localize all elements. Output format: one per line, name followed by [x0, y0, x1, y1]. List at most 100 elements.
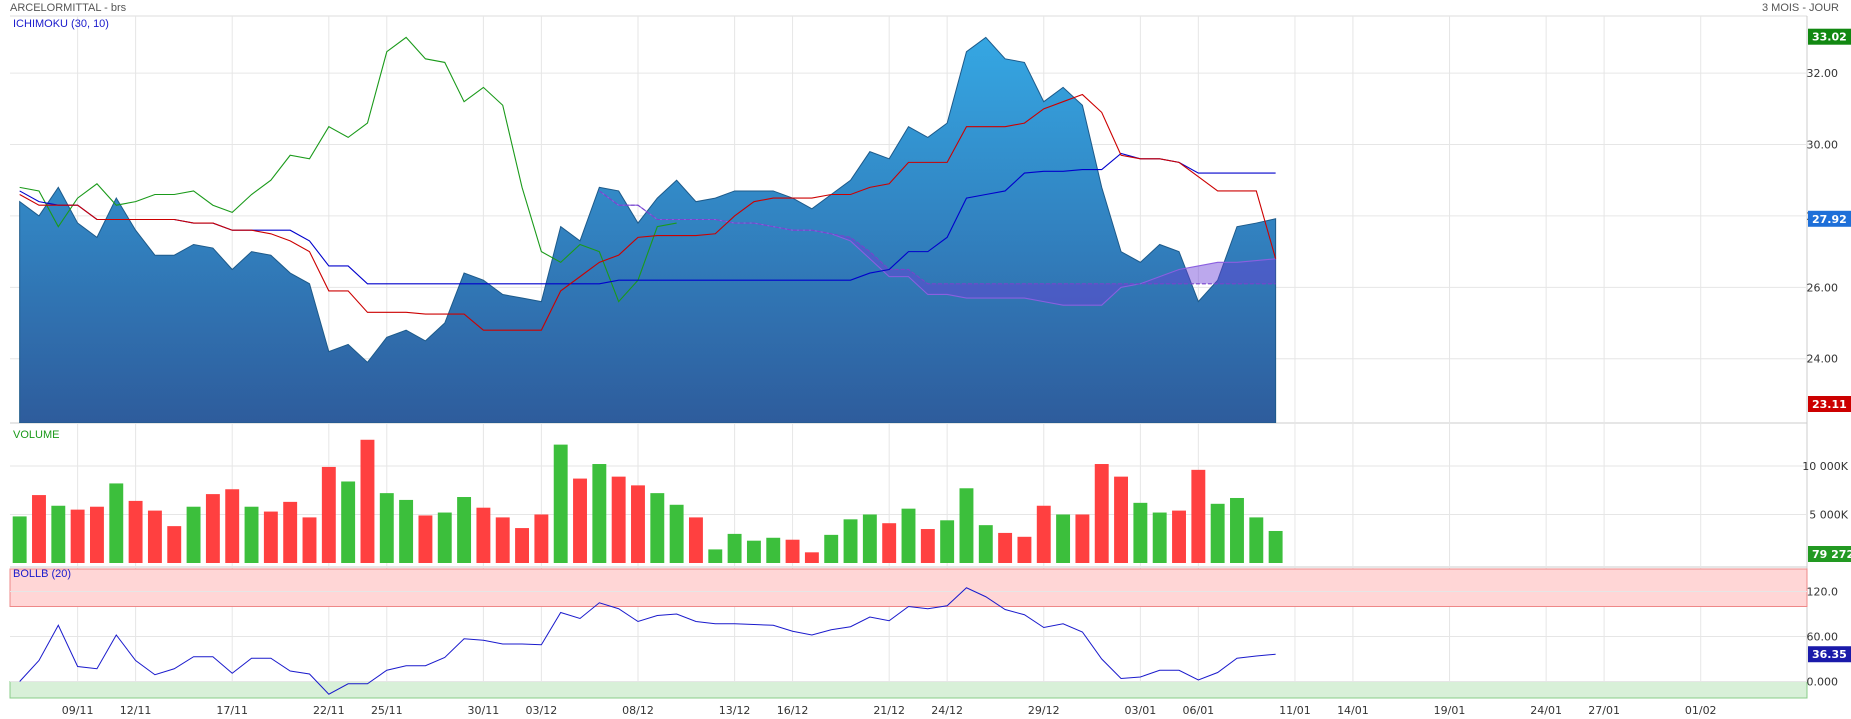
- volume-bar: [32, 495, 46, 563]
- x-tick-label: 06/01: [1182, 704, 1214, 717]
- tenkan-sen-line: [19, 93, 1277, 331]
- x-tick-label: 03/12: [526, 704, 558, 717]
- senkou-span-b-line: [599, 190, 1276, 285]
- volume-bar: [225, 489, 240, 563]
- boll-last-badge-text: 36.35: [1812, 648, 1847, 661]
- x-tick-label: 29/12: [1028, 704, 1060, 717]
- volume-bar: [553, 444, 568, 563]
- volume-bar: [920, 529, 935, 563]
- volume-bar: [1094, 464, 1109, 563]
- volume-bar: [128, 500, 143, 563]
- volume-bar: [746, 540, 761, 563]
- volume-last-badge-text: 79 272: [1812, 548, 1851, 561]
- volume-bar: [534, 514, 549, 563]
- volume-bar: [263, 511, 278, 563]
- price-y-tick: 30.00: [1807, 139, 1839, 152]
- volume-bar: [998, 532, 1013, 563]
- boll-y-tick: 0.000: [1807, 676, 1839, 689]
- volume-bar: [978, 525, 993, 563]
- volume-bar: [882, 523, 897, 563]
- boll-last-badge: 36.35: [1808, 646, 1851, 663]
- volume-bar: [476, 507, 491, 563]
- volume-bar: [785, 539, 800, 563]
- volume-bar: [592, 464, 607, 563]
- volume-bar: [1056, 514, 1071, 563]
- volume-bar: [843, 519, 858, 563]
- volume-bar: [1268, 530, 1283, 563]
- volume-bar: [302, 517, 317, 563]
- volume-bar: [1172, 510, 1186, 563]
- x-tick-label: 09/11: [62, 704, 94, 717]
- boll-overbought-zone: [9, 568, 1808, 607]
- price-low-badge-text: 23.11: [1812, 398, 1847, 411]
- volume-bar: [650, 493, 665, 563]
- volume-bar: [862, 514, 877, 563]
- x-tick-label: 24/12: [931, 704, 963, 717]
- volume-bar: [12, 516, 27, 563]
- boll-plot: [19, 587, 1276, 695]
- volume-bar: [1249, 517, 1264, 563]
- x-tick-label: 19/01: [1434, 704, 1466, 717]
- instrument-title: ARCELORMITTAL - brs: [10, 2, 127, 14]
- bollinger-percent-line: [19, 587, 1276, 695]
- volume-bar: [766, 537, 781, 563]
- volume-bar: [515, 528, 530, 563]
- volume-bar: [1114, 476, 1129, 563]
- x-tick-label: 01/02: [1685, 704, 1717, 717]
- volume-bar: [669, 504, 684, 563]
- x-tick-label: 12/11: [120, 704, 152, 717]
- volume-bar: [1017, 536, 1032, 563]
- price-low-badge: 23.11: [1808, 396, 1851, 412]
- volume-bar: [1210, 503, 1225, 563]
- volume-last-badge: 79 272: [1808, 546, 1851, 562]
- volume-bar: [708, 549, 723, 563]
- x-tick-label: 25/11: [371, 704, 403, 717]
- volume-y-tick: 5 000K: [1809, 508, 1848, 521]
- volume-bar: [631, 485, 645, 563]
- bollinger-panel-title: BOLLB (20): [13, 568, 72, 580]
- volume-bar: [804, 552, 819, 563]
- volume-bar: [824, 534, 839, 563]
- volume-bar: [1152, 512, 1167, 563]
- boll-y-tick: 120.0: [1807, 586, 1839, 599]
- volume-bar: [573, 478, 587, 563]
- price-y-tick: 24.00: [1807, 353, 1839, 366]
- boll-oversold-zone: [9, 681, 1808, 699]
- volume-bar: [1075, 514, 1090, 563]
- volume-bar: [321, 466, 336, 563]
- volume-plot: [12, 439, 1283, 563]
- price-y-tick: 26.00: [1807, 281, 1839, 294]
- volume-bar: [147, 510, 162, 563]
- volume-bar: [360, 439, 375, 563]
- volume-bar: [109, 483, 124, 563]
- volume-bar: [457, 497, 472, 563]
- volume-bar: [727, 533, 742, 563]
- volume-bar: [959, 488, 974, 563]
- volume-bar: [688, 517, 703, 563]
- volume-bar: [51, 505, 66, 563]
- volume-bar: [244, 506, 259, 563]
- volume-bar: [1036, 505, 1051, 563]
- x-tick-label: 24/01: [1530, 704, 1562, 717]
- x-tick-label: 14/01: [1337, 704, 1369, 717]
- volume-bar: [283, 501, 298, 563]
- period-selector[interactable]: 3 MOIS - JOUR: [1761, 2, 1839, 14]
- volume-panel-title: VOLUME: [13, 429, 60, 441]
- volume-bar: [167, 526, 182, 563]
- volume-bar: [940, 520, 955, 563]
- volume-bar: [186, 506, 201, 563]
- x-tick-label: 22/11: [313, 704, 345, 717]
- x-tick-label: 27/01: [1588, 704, 1620, 717]
- volume-y-tick: 10 000K: [1802, 460, 1848, 473]
- price-area: [19, 36, 1277, 423]
- volume-bar: [379, 493, 394, 563]
- x-tick-label: 30/11: [468, 704, 500, 717]
- volume-bar: [89, 506, 104, 563]
- volume-bar: [70, 509, 85, 563]
- x-tick-label: 16/12: [777, 704, 809, 717]
- price-y-tick: 32.00: [1807, 67, 1839, 80]
- x-tick-label: 17/11: [216, 704, 248, 717]
- x-tick-label: 03/01: [1125, 704, 1157, 717]
- volume-bar: [901, 508, 916, 563]
